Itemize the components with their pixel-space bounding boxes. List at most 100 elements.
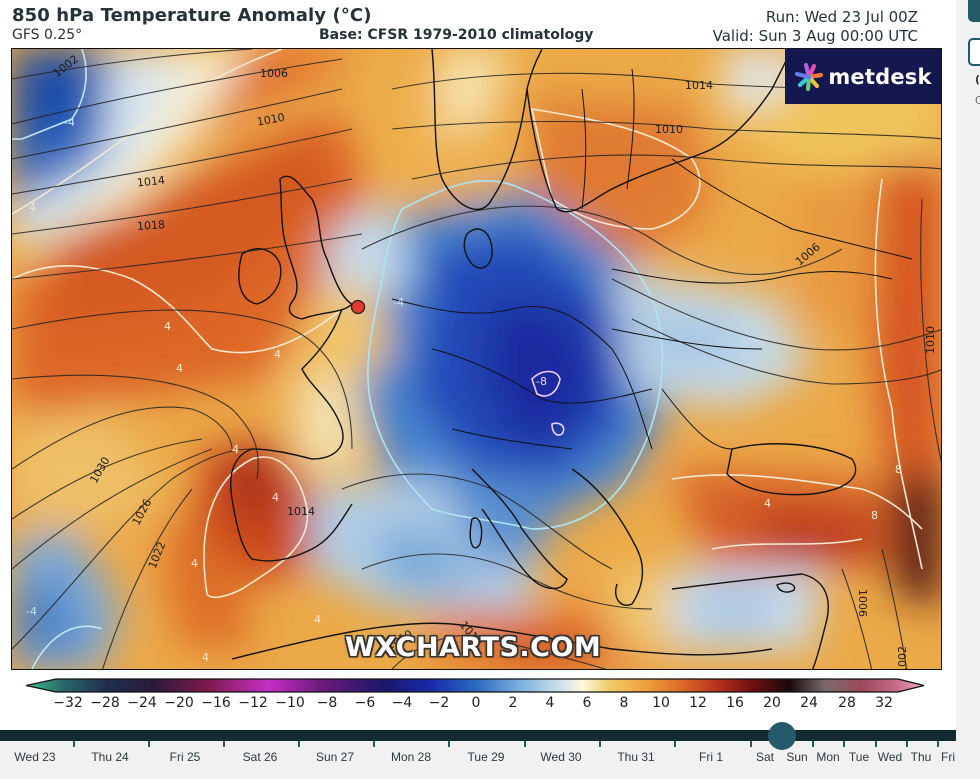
isobar-label: 1014 xyxy=(136,174,165,190)
timeline-track[interactable] xyxy=(0,730,956,741)
colorbar-tick: 10 xyxy=(652,695,670,711)
anomaly-label: 4 xyxy=(272,491,279,504)
isobar-label: 1018 xyxy=(137,218,166,233)
anomaly-label: 4 xyxy=(314,613,321,626)
run-time-label: Run: Wed 23 Jul 00Z xyxy=(765,8,918,26)
side-panel-select[interactable] xyxy=(968,38,980,66)
timeline-day-label[interactable]: Wed xyxy=(877,750,903,764)
chart-panel: 850 hPa Temperature Anomaly (°C) GFS 0.2… xyxy=(0,5,956,715)
colorbar-tick: 32 xyxy=(875,695,893,711)
colorbar-tick: 0 xyxy=(471,695,481,711)
timeline-tick xyxy=(843,741,845,747)
anomaly-label: -4 xyxy=(26,605,37,618)
colorbar-tick: 12 xyxy=(689,695,707,711)
timeline-slider[interactable]: Wed 23 Thu 24 Fri 25 Sat 26 Sun 27 Mon 2… xyxy=(0,722,956,779)
anomaly-map[interactable]: 1002 1006 1010 1014 1018 1014 1010 1006 … xyxy=(11,48,942,670)
coastlines xyxy=(230,49,913,669)
timeline-day-label[interactable]: Thu 31 xyxy=(617,750,655,764)
timeline-tick xyxy=(298,741,300,747)
colorbar-tick: 8 xyxy=(619,695,629,711)
anomaly-label: 4 xyxy=(764,497,771,510)
colorbar-tick: −12 xyxy=(238,695,268,711)
temperature-field xyxy=(12,49,941,669)
anomaly-label: -4 xyxy=(393,296,404,309)
isobar-label: 1002 xyxy=(896,646,909,670)
timeline-day-label[interactable]: Sun xyxy=(786,750,808,764)
timeline-day-label[interactable]: Sat 26 xyxy=(242,750,278,764)
anomaly-label: 8 xyxy=(871,509,878,522)
anomaly-label: -8 xyxy=(536,375,547,388)
timeline-day-label[interactable]: Fri 1 xyxy=(699,750,723,764)
isobar-label: 1010 xyxy=(924,326,937,354)
isobar-label: 1014 xyxy=(685,79,713,92)
anomaly-label: 4 xyxy=(232,443,239,456)
isobar-label: 1010 xyxy=(256,111,286,129)
side-panel-text: C xyxy=(975,94,980,107)
colorbar-tick: −8 xyxy=(316,695,338,711)
timeline-day-label[interactable]: Sun 27 xyxy=(315,750,355,764)
timeline-day-label[interactable]: Mon 28 xyxy=(390,750,432,764)
anomaly-label: 4 xyxy=(176,362,183,375)
colorbar xyxy=(26,678,925,693)
timeline-day-label[interactable]: Tue 29 xyxy=(467,750,505,764)
anomaly-label: 4 xyxy=(164,320,171,333)
side-panel-button[interactable] xyxy=(968,0,980,22)
colorbar-tick: 6 xyxy=(582,695,592,711)
timeline-day-label[interactable]: Fri 25 xyxy=(169,750,201,764)
metdesk-logo: metdesk xyxy=(785,49,941,104)
colorbar-tick-labels: −32 −28 −24 −20 −16 −12 −10 −8 −6 −4 −2 … xyxy=(0,695,956,715)
timeline-tick xyxy=(524,741,526,747)
timeline-tick xyxy=(223,741,225,747)
logo-text: metdesk xyxy=(828,64,932,89)
anomaly-label: 4 xyxy=(274,348,281,361)
colorbar-tick: −10 xyxy=(275,695,305,711)
timeline-day-label[interactable]: Wed 30 xyxy=(540,750,582,764)
timeline-day-label[interactable]: Thu 24 xyxy=(91,750,129,764)
colorbar-tick: 2 xyxy=(508,695,518,711)
chart-title: 850 hPa Temperature Anomaly (°C) xyxy=(12,5,372,26)
timeline-day-label[interactable]: Mon xyxy=(816,750,840,764)
colorbar-tick: −2 xyxy=(428,695,450,711)
timeline-tick xyxy=(906,741,908,747)
colorbar-tick: −4 xyxy=(391,695,413,711)
colorbar-tick: −6 xyxy=(354,695,376,711)
timeline-tick xyxy=(148,741,150,747)
map-canvas: 1002 1006 1010 1014 1018 1014 1010 1006 … xyxy=(12,49,941,670)
timeline-day-label[interactable]: Thu xyxy=(910,750,932,764)
location-marker[interactable] xyxy=(350,299,366,315)
timeline-tick xyxy=(73,741,75,747)
timeline-day-label[interactable]: Tue xyxy=(848,750,870,764)
isobar-label: 1006 xyxy=(856,589,869,617)
wxcharts-watermark: WXCHARTS.COM xyxy=(345,632,602,663)
metdesk-logo-icon xyxy=(795,62,824,91)
colorbar-tick: 20 xyxy=(763,695,781,711)
timeline-tick xyxy=(875,741,877,747)
anomaly-label: 8 xyxy=(895,463,902,476)
timeline-day-label[interactable]: Wed 23 xyxy=(14,750,56,764)
isobar-label: 1014 xyxy=(287,505,315,518)
colorbar-tick: −24 xyxy=(127,695,157,711)
timeline-tick xyxy=(599,741,601,747)
anomaly-labels: -4 -4 -8 4 4 4 4 4 4 4 4 4 4 8 8 -4 xyxy=(26,116,902,664)
isobar-label: 1010 xyxy=(655,123,683,136)
timeline-day-label[interactable]: Sat xyxy=(755,750,775,764)
colorbar-tick: 24 xyxy=(800,695,818,711)
timeline-tick xyxy=(448,741,450,747)
timeline-tick xyxy=(674,741,676,747)
anomaly-label: -4 xyxy=(64,116,75,129)
colorbar-tick: 16 xyxy=(726,695,744,711)
timeline-handle[interactable] xyxy=(768,722,796,750)
timeline-tick xyxy=(750,741,752,747)
valid-time-label: Valid: Sun 3 Aug 00:00 UTC xyxy=(712,27,918,45)
colorbar-tick: 4 xyxy=(545,695,555,711)
colorbar-tick: −28 xyxy=(90,695,120,711)
timeline-day-label[interactable]: Fri xyxy=(941,750,955,764)
model-label: GFS 0.25° xyxy=(12,27,83,43)
colorbar-tick: −16 xyxy=(201,695,231,711)
base-climatology-label: Base: CFSR 1979-2010 climatology xyxy=(319,27,594,43)
colorbar-tick: −20 xyxy=(164,695,194,711)
anomaly-label: 4 xyxy=(191,557,198,570)
anomaly-label: 4 xyxy=(29,201,36,214)
anomaly-label: 4 xyxy=(202,651,209,664)
